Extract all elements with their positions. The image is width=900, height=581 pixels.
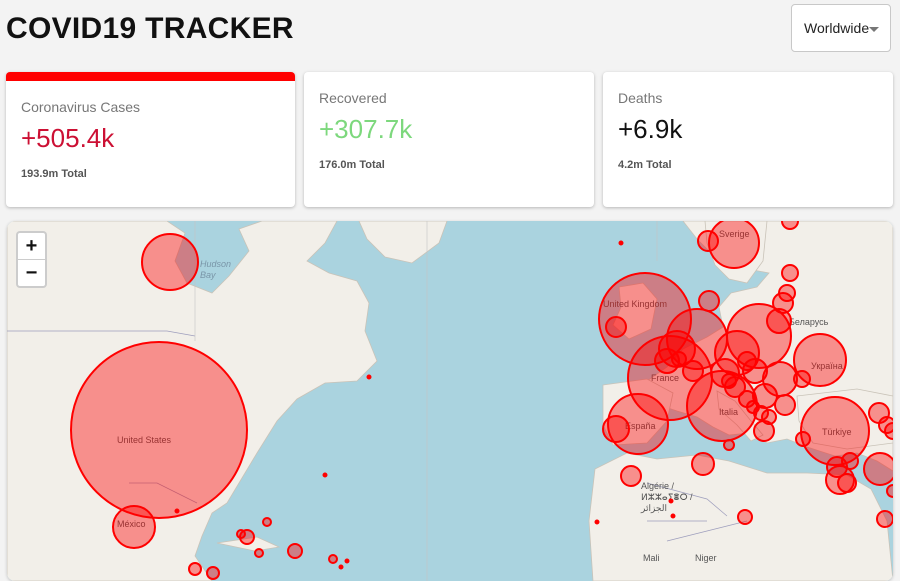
bubble-lebanon[interactable] bbox=[841, 452, 859, 470]
bubble-dominican[interactable] bbox=[287, 543, 303, 559]
recovered-label: Recovered bbox=[319, 90, 387, 106]
bubble-sweden[interactable] bbox=[708, 221, 760, 269]
label-united-states: United States bbox=[117, 435, 172, 445]
bubble-czechia[interactable] bbox=[714, 330, 760, 376]
cases-today: +505.4k bbox=[21, 123, 115, 153]
bubble-libya[interactable] bbox=[737, 509, 753, 525]
bubble-finland[interactable] bbox=[781, 264, 799, 282]
bubble-jordan[interactable] bbox=[837, 473, 857, 493]
label-france: France bbox=[651, 373, 679, 383]
label-espana: España bbox=[625, 421, 656, 431]
bubble-armenia[interactable] bbox=[878, 416, 893, 434]
bubble-belarus[interactable] bbox=[766, 308, 792, 334]
britain-land bbox=[612, 282, 658, 340]
bubble-kuwait[interactable] bbox=[886, 484, 893, 498]
bubble-cyprus[interactable] bbox=[795, 431, 811, 447]
bubble-slovakia[interactable] bbox=[737, 351, 757, 371]
label-niger: Niger bbox=[695, 553, 717, 563]
caret-down-icon bbox=[869, 27, 879, 32]
bubble-slovenia[interactable] bbox=[721, 373, 737, 389]
bubble-malta[interactable] bbox=[723, 439, 735, 451]
label-italia: Italia bbox=[719, 407, 738, 417]
bubble-st-lucia bbox=[338, 564, 344, 570]
iberia-land bbox=[602, 378, 674, 446]
bubble-panama bbox=[174, 508, 180, 514]
bubble-lithuania[interactable] bbox=[772, 292, 794, 314]
label-united-kingdom: United Kingdom bbox=[603, 299, 667, 309]
bubble-iraq[interactable] bbox=[863, 452, 893, 486]
recovered-card[interactable]: Recovered +307.7k 176.0m Total bbox=[304, 72, 594, 207]
label-sverige: Sverige bbox=[719, 229, 750, 239]
recovered-today: +307.7k bbox=[319, 114, 413, 144]
bubble-haiti[interactable] bbox=[254, 548, 264, 558]
label-mali: Mali bbox=[643, 553, 660, 563]
zoom-control: + − bbox=[16, 231, 47, 288]
bubble-usa[interactable] bbox=[70, 341, 248, 519]
country-select[interactable]: Worldwide bbox=[791, 4, 891, 52]
bubble-tunisia[interactable] bbox=[691, 452, 715, 476]
bubble-saudi[interactable] bbox=[876, 510, 893, 528]
bubble-estonia[interactable] bbox=[781, 221, 799, 230]
recovered-total: 176.0m Total bbox=[319, 159, 385, 171]
bubble-portugal[interactable] bbox=[602, 415, 630, 443]
bubble-guatemala[interactable] bbox=[188, 562, 202, 576]
bubble-norway[interactable] bbox=[697, 230, 719, 252]
bubble-macedonia[interactable] bbox=[761, 409, 777, 425]
bubble-latvia[interactable] bbox=[778, 284, 796, 302]
bubble-antigua bbox=[344, 558, 350, 564]
label-turkiye: Türkiye bbox=[822, 427, 852, 437]
deaths-total: 4.2m Total bbox=[618, 159, 672, 171]
cases-label: Coronavirus Cases bbox=[21, 99, 141, 115]
bubble-iceland bbox=[670, 513, 676, 519]
zoom-in-button[interactable]: + bbox=[25, 235, 38, 257]
app-title: COVID19 TRACKER bbox=[6, 12, 294, 45]
bubble-turkey[interactable] bbox=[800, 396, 870, 466]
cases-total: 193.9m Total bbox=[21, 168, 87, 180]
label-belarus: Беларусь bbox=[789, 317, 829, 327]
bubble-bulgaria[interactable] bbox=[774, 394, 796, 416]
bubble-luxembourg[interactable] bbox=[671, 351, 687, 367]
label-mexico: México bbox=[117, 519, 146, 529]
bubble-azerbaijan[interactable] bbox=[884, 422, 893, 440]
bubble-moldova[interactable] bbox=[793, 370, 811, 388]
north-america-land bbox=[7, 221, 378, 581]
cases-card[interactable]: Coronavirus Cases +505.4k 193.9m Total bbox=[6, 72, 295, 207]
bubble-azores bbox=[618, 240, 624, 246]
bubble-gambia bbox=[322, 472, 328, 478]
bubble-switzerland[interactable] bbox=[682, 360, 704, 382]
deaths-today: +6.9k bbox=[618, 114, 683, 144]
bubble-jamaica[interactable] bbox=[262, 517, 272, 527]
bubble-st-vincent bbox=[668, 498, 674, 504]
bubble-denmark[interactable] bbox=[698, 290, 720, 312]
greenland-land bbox=[358, 221, 448, 264]
world-map[interactable]: United States México Hudson Bay Sverige U… bbox=[7, 221, 893, 581]
country-select-value: Worldwide bbox=[804, 20, 870, 36]
zoom-out-button[interactable]: − bbox=[18, 259, 45, 286]
bubble-bahamas[interactable] bbox=[236, 529, 246, 539]
bubble-ireland[interactable] bbox=[605, 316, 627, 338]
label-algerie: Algérie / ⵍⵣⵣⴰⵢⴻⵔ / الجزائر bbox=[640, 481, 693, 514]
deaths-label: Deaths bbox=[618, 90, 663, 106]
label-hudson-bay: Hudson Bay bbox=[200, 259, 231, 280]
deaths-card[interactable]: Deaths +6.9k 4.2m Total bbox=[603, 72, 893, 207]
bubble-cape-verde bbox=[594, 519, 600, 525]
bubble-bermuda bbox=[366, 374, 372, 380]
bubble-montenegro[interactable] bbox=[746, 400, 760, 414]
bubble-puerto-rico[interactable] bbox=[328, 554, 338, 564]
bubble-canada[interactable] bbox=[141, 233, 199, 291]
bubble-mexico[interactable] bbox=[112, 505, 156, 549]
map-canvas[interactable]: United States México Hudson Bay Sverige U… bbox=[7, 221, 893, 581]
label-ukraine: Україна bbox=[811, 361, 843, 371]
bubble-morocco[interactable] bbox=[620, 465, 642, 487]
